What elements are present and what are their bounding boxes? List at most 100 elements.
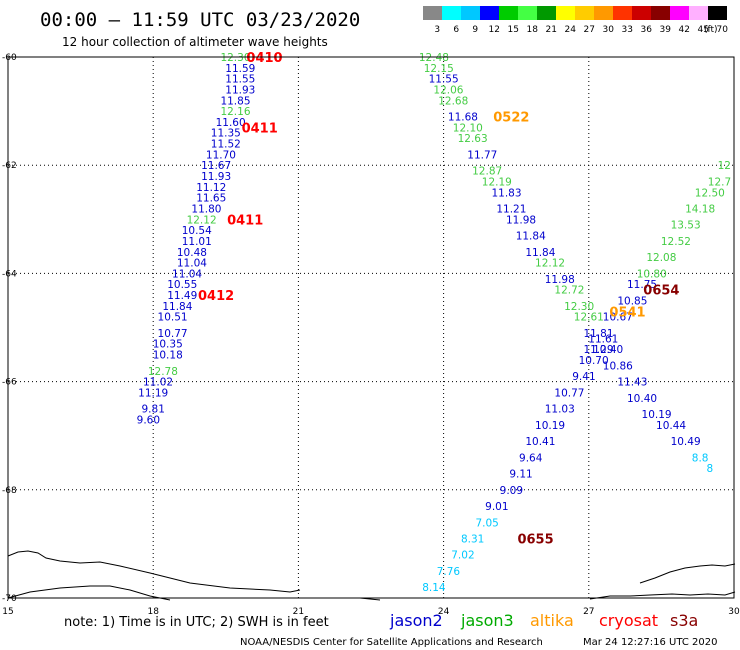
pass-time-label: 0411 (242, 121, 278, 136)
wave-height-value: 10.80 (637, 268, 667, 280)
wave-height-value: 7.76 (437, 566, 461, 578)
y-tick-label: -70 (2, 594, 17, 604)
wave-height-value: 11.84 (516, 231, 546, 243)
wave-height-value: 11.98 (545, 274, 575, 286)
wave-height-value: 12.12 (187, 214, 217, 226)
wave-height-value: 10.40 (593, 344, 623, 356)
scale-swatch (556, 6, 575, 20)
wave-height-value: 12.72 (554, 285, 584, 297)
wave-height-value: 10.18 (153, 350, 183, 362)
wave-height-value: 11.60 (216, 117, 246, 129)
wave-height-value: 11.93 (201, 171, 231, 183)
wave-height-value: 11.80 (191, 203, 221, 215)
wave-height-value: 11.85 (220, 95, 250, 107)
x-tick-label: 21 (293, 607, 304, 617)
scale-swatch (480, 6, 499, 20)
scale-swatch (499, 6, 518, 20)
wave-height-value: 10.70 (579, 355, 609, 367)
scale-label: 9 (472, 25, 478, 35)
wave-height-value: 11.03 (545, 404, 575, 416)
wave-height-value: 11.29 (583, 344, 613, 356)
wave-height-value: 10.44 (656, 420, 686, 432)
wave-height-value: 11.65 (196, 193, 226, 205)
wave-height-value: 12.63 (458, 133, 488, 145)
wave-height-value: 10.85 (617, 295, 647, 307)
wave-height-value: 11.55 (225, 74, 255, 86)
scale-label: 3 (434, 25, 440, 35)
grid-lines (8, 57, 734, 598)
wave-height-value: 9.81 (142, 404, 165, 416)
wave-height-value: 12.61 (574, 312, 604, 324)
scale-label: 36 (641, 25, 653, 35)
wave-height-value: 11.98 (506, 214, 536, 226)
coastline-path (7, 550, 736, 601)
scale-swatch (518, 6, 537, 20)
wave-height-value: 11.04 (172, 268, 202, 280)
wave-height-value: 10.35 (153, 339, 183, 351)
scale-swatch (670, 6, 689, 20)
scale-unit: (ft) (704, 25, 718, 35)
wave-height-value: 12.50 (695, 187, 725, 199)
wave-height-value: 11.70 (206, 149, 236, 161)
pass-time-label: 0410 (246, 51, 282, 66)
wave-height-value: 9.11 (509, 469, 532, 481)
footer-note: note: 1) Time is in UTC; 2) SWH is in fe… (64, 615, 329, 630)
scale-label: 15 (508, 25, 519, 35)
scale-label: 12 (489, 25, 500, 35)
wave-height-value: 9.01 (485, 501, 508, 513)
wave-height-value: 10.41 (525, 436, 555, 448)
x-tick-label: 18 (147, 607, 159, 617)
wave-height-value: 12.78 (148, 366, 178, 378)
wave-height-value: 11.21 (496, 203, 526, 215)
satellite-jason3: jason3 (460, 611, 514, 630)
x-tick-label: 27 (583, 607, 594, 617)
pass-time-label: 0412 (198, 289, 234, 304)
wave-height-value: 10.77 (158, 328, 188, 340)
wave-height-value: 11.81 (583, 328, 613, 340)
scale-label: 6 (453, 25, 459, 35)
wave-height-value: 11.67 (201, 160, 231, 172)
satellite-legend: jason2 jason3 altika cryosat s3a (389, 611, 698, 630)
wave-height-value: 11.35 (211, 128, 241, 140)
wave-height-value: 12.87 (472, 166, 502, 178)
pass-time-label: 0654 (643, 284, 679, 299)
plot-area: 12.3011.5911.5511.9311.8512.1611.6011.35… (7, 51, 736, 601)
wave-height-value: 11.43 (617, 377, 647, 389)
wave-height-value: 9.64 (519, 452, 543, 464)
scale-swatch (537, 6, 556, 20)
color-scale-legend: 3 6 9 12 15 18 21 24 27 30 33 36 39 42 45 70 (423, 6, 728, 35)
wave-height-value: 13.53 (671, 220, 701, 232)
wave-height-value: 12.68 (438, 95, 468, 107)
wave-height-value: 11.75 (627, 279, 657, 291)
satellite-jason2: jason2 (389, 611, 443, 630)
satellite-cryosat: cryosat (599, 611, 658, 630)
wave-height-value: 12.30 (564, 301, 594, 313)
wave-height-value: 12.15 (424, 63, 454, 75)
data-marks: 12.3011.5911.5511.9311.8512.1611.6011.35… (137, 51, 732, 594)
wave-height-value: 10.49 (671, 436, 701, 448)
wave-height-value: 8.8 (692, 452, 709, 464)
wave-height-value: 8.14 (422, 582, 446, 594)
wave-height-value: 12.52 (661, 236, 691, 248)
y-tick-label: -62 (2, 161, 17, 171)
y-tick-label: -68 (2, 486, 17, 496)
y-tick-label: -60 (2, 53, 17, 63)
wave-height-value: 12.19 (482, 176, 512, 188)
wave-height-value: 10.51 (158, 312, 188, 324)
wave-height-value: 11.77 (467, 149, 497, 161)
wave-height-value: 12.16 (220, 106, 250, 118)
scale-label: 39 (660, 25, 672, 35)
page-title: 00:00 – 11:59 UTC 03/23/2020 (40, 9, 360, 31)
pass-time-label: 0541 (609, 305, 645, 320)
wave-height-value: 11.68 (448, 112, 478, 124)
pass-time-label: 0655 (517, 532, 553, 547)
chart-subtitle: 12 hour collection of altimeter wave hei… (62, 35, 328, 49)
wave-height-value: 10.86 (603, 360, 633, 372)
wave-height-value: 11.55 (429, 74, 459, 86)
wave-height-value: 12.30 (220, 52, 250, 64)
wave-height-value: 12.7 (708, 176, 731, 188)
wave-height-value: 10.40 (627, 393, 657, 405)
axis-ticks: 15 18 21 24 27 30 -60 -62 -64 -66 -68 -70 (2, 53, 740, 617)
wave-height-value: 10.67 (603, 312, 633, 324)
scale-swatch (461, 6, 480, 20)
